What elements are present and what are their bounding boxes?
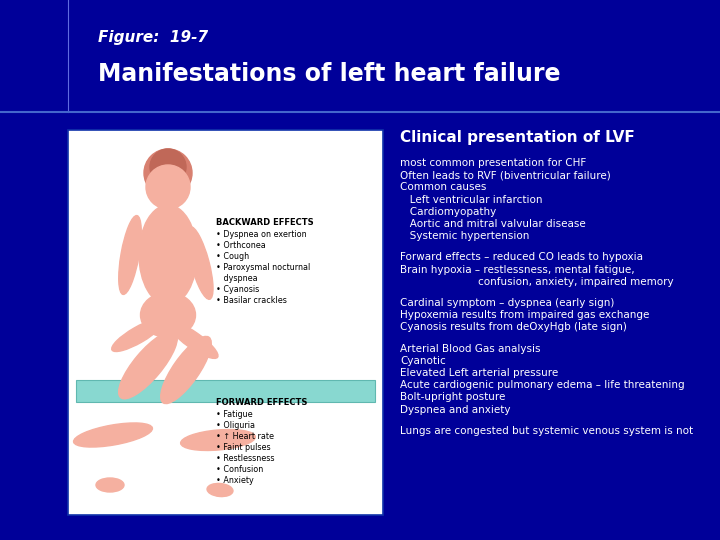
Text: Forward effects – reduced CO leads to hypoxia: Forward effects – reduced CO leads to hy… [400,252,643,262]
Text: • Cough: • Cough [216,252,249,261]
Text: Brain hypoxia – restlessness, mental fatigue,: Brain hypoxia – restlessness, mental fat… [400,265,634,275]
Text: Manifestations of left heart failure: Manifestations of left heart failure [98,62,560,86]
Ellipse shape [140,293,196,338]
Text: Hypoxemia results from impaired gas exchange: Hypoxemia results from impaired gas exch… [400,310,649,320]
Text: dyspnea: dyspnea [216,274,258,283]
Ellipse shape [112,319,164,352]
Ellipse shape [207,483,233,497]
Ellipse shape [119,215,141,294]
Text: Clinical presentation of LVF: Clinical presentation of LVF [400,130,635,145]
Text: • Basilar crackles: • Basilar crackles [216,296,287,305]
Text: FORWARD EFFECTS: FORWARD EFFECTS [216,398,307,407]
Ellipse shape [187,227,213,299]
Text: Common causes: Common causes [400,183,487,192]
Text: • Anxiety: • Anxiety [216,476,253,485]
Text: Arterial Blood Gas analysis: Arterial Blood Gas analysis [400,343,541,354]
Text: Acute cardiogenic pulmonary edema – life threatening: Acute cardiogenic pulmonary edema – life… [400,380,685,390]
Text: Bolt-upright posture: Bolt-upright posture [400,393,505,402]
Text: BACKWARD EFFECTS: BACKWARD EFFECTS [216,218,314,227]
Text: • Dyspnea on exertion: • Dyspnea on exertion [216,230,307,239]
FancyBboxPatch shape [68,130,383,515]
Text: Cyanotic: Cyanotic [400,356,446,366]
Text: Figure:  19-7: Figure: 19-7 [98,30,208,45]
Text: confusion, anxiety, impaired memory: confusion, anxiety, impaired memory [400,277,674,287]
Circle shape [150,149,186,185]
Circle shape [144,149,192,197]
Text: Aortic and mitral valvular disease: Aortic and mitral valvular disease [400,219,586,229]
Text: Often leads to RVF (biventricular failure): Often leads to RVF (biventricular failur… [400,170,611,180]
Text: Systemic hypertension: Systemic hypertension [400,231,529,241]
Text: • Paroxysmal nocturnal: • Paroxysmal nocturnal [216,263,310,272]
Ellipse shape [73,423,153,447]
Ellipse shape [181,429,256,450]
Text: Dyspnea and anxiety: Dyspnea and anxiety [400,404,510,415]
Text: • Confusion: • Confusion [216,465,264,474]
Ellipse shape [168,322,218,359]
Text: • ↑ Heart rate: • ↑ Heart rate [216,432,274,441]
Text: • Fatigue: • Fatigue [216,410,253,419]
Text: Cardiomyopathy: Cardiomyopathy [400,207,496,217]
Text: Elevated Left arterial pressure: Elevated Left arterial pressure [400,368,558,378]
Ellipse shape [161,336,211,403]
Text: most common presentation for CHF: most common presentation for CHF [400,158,586,168]
Text: • Faint pulses: • Faint pulses [216,443,271,452]
FancyBboxPatch shape [161,205,175,219]
Text: Cardinal symptom – dyspnea (early sign): Cardinal symptom – dyspnea (early sign) [400,298,614,308]
Ellipse shape [139,205,197,305]
Text: • Cyanosis: • Cyanosis [216,285,259,294]
Circle shape [146,165,190,209]
Text: Left ventricular infarction: Left ventricular infarction [400,194,542,205]
Text: Cyanosis results from deOxyHgb (late sign): Cyanosis results from deOxyHgb (late sig… [400,322,627,333]
Text: • Restlessness: • Restlessness [216,454,274,463]
Text: • Orthconea: • Orthconea [216,241,266,250]
Text: Lungs are congested but systemic venous system is not: Lungs are congested but systemic venous … [400,426,693,436]
Ellipse shape [119,331,177,399]
FancyBboxPatch shape [76,380,375,402]
Ellipse shape [96,478,124,492]
Text: • Oliguria: • Oliguria [216,421,255,430]
